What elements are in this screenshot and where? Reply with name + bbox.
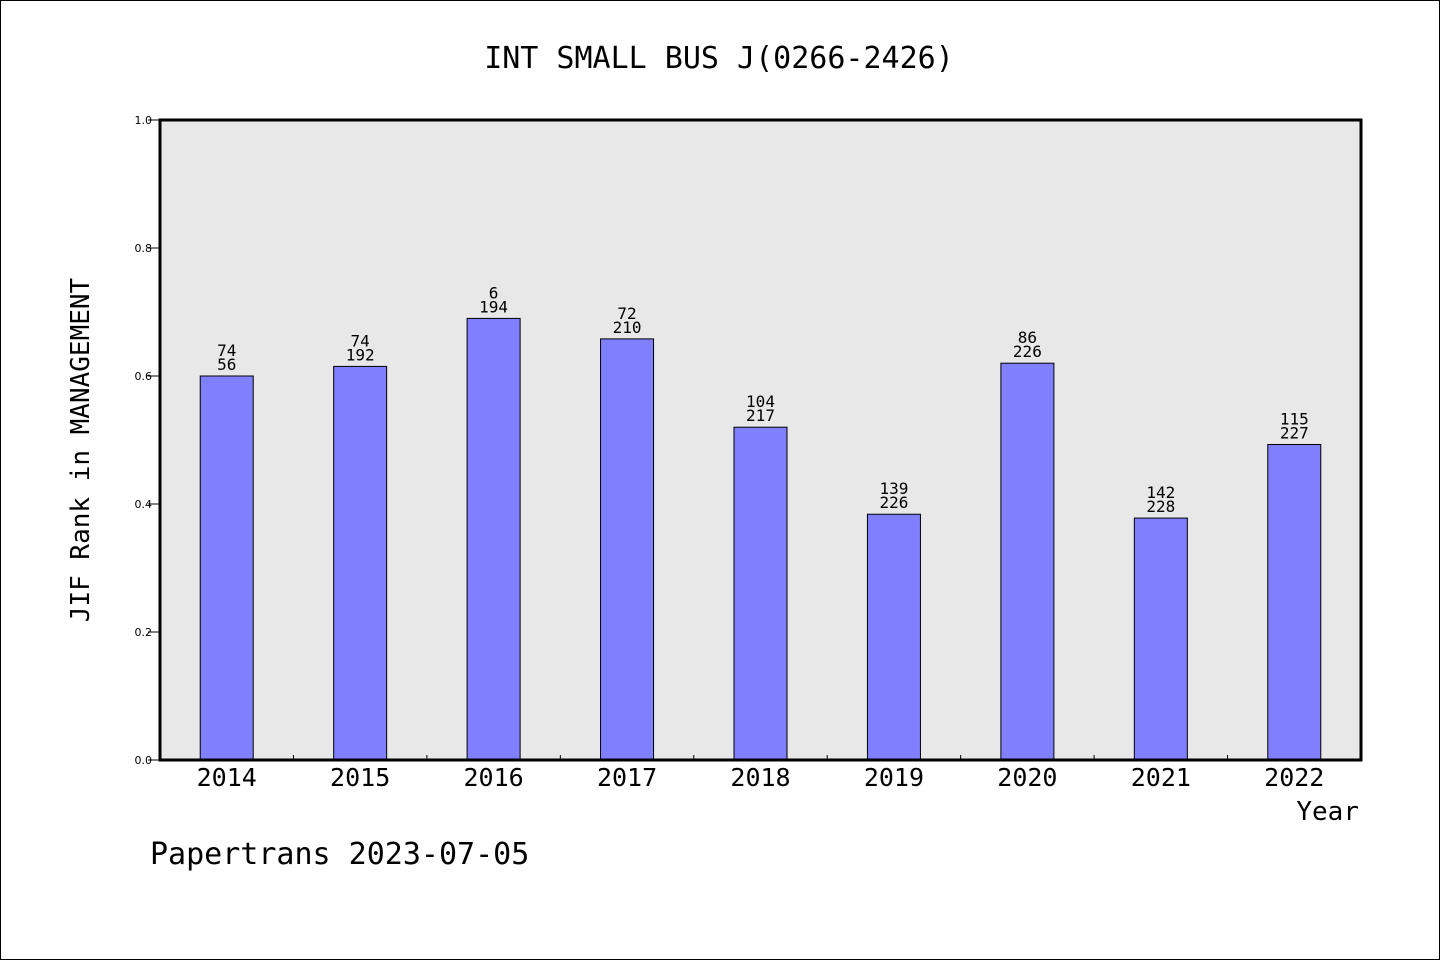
x-tick-label-2014: 2014 [197,763,257,792]
total-label-2017: 210 [613,318,642,337]
x-tick-label-2019: 2019 [864,763,924,792]
bar-2015 [333,365,388,761]
rank-label-2017: 72 [617,304,636,323]
x-tick-label-2021: 2021 [1131,763,1191,792]
chart-title: INT SMALL BUS J(0266-2426) [484,41,954,76]
total-label-2014: 56 [217,355,236,374]
x-axis-label: Year [1296,797,1359,827]
bar-2019 [866,513,921,761]
y-tick-label: 0.8 [135,242,153,255]
x-tick-label-2017: 2017 [597,763,657,792]
bar-2022 [1267,443,1322,761]
total-label-2019: 226 [879,493,908,512]
ticks-group: 0.0 0.2 0.4 0.6 0.8 1.0 2014 2015 2016 2017 2018 20… [135,114,1325,792]
rank-label-2021: 142 [1146,483,1175,502]
x-tick-label-2020: 2020 [997,763,1057,792]
rank-label-2015: 74 [351,331,370,350]
total-label-2018: 217 [746,406,775,425]
x-tick-label-2018: 2018 [730,763,790,792]
rank-label-2019: 139 [879,479,908,498]
total-label-2022: 227 [1280,423,1309,442]
rank-label-2018: 104 [746,392,775,411]
bar-2016 [466,317,521,761]
bar-2018 [733,426,788,761]
bar-2017 [600,338,655,761]
y-tick-label: 0.4 [135,498,153,511]
y-tick-label: 0.0 [135,754,153,767]
x-tick-label-2016: 2016 [464,763,524,792]
y-tick-label: 1.0 [135,114,153,127]
rank-label-2022: 115 [1280,409,1309,428]
y-axis-label: JIF Rank in MANAGEMENT [66,277,96,622]
rank-label-2016: 6 [489,283,499,302]
x-tick-label-2022: 2022 [1264,763,1324,792]
bar-2021 [1133,517,1188,761]
bar-2014 [199,375,254,761]
total-label-2016: 194 [479,297,508,316]
total-label-2020: 226 [1013,342,1042,361]
plot-border [158,118,1363,762]
footer-credit: Papertrans 2023-07-05 [150,837,529,872]
rank-label-2014: 74 [217,341,236,360]
total-label-2021: 228 [1146,497,1175,516]
total-label-2015: 192 [346,345,375,364]
y-tick-label: 0.6 [135,370,153,383]
rank-label-2020: 86 [1018,328,1037,347]
x-tick-label-2015: 2015 [330,763,390,792]
y-tick-label: 0.2 [135,626,153,639]
bar-2020 [1000,362,1055,761]
